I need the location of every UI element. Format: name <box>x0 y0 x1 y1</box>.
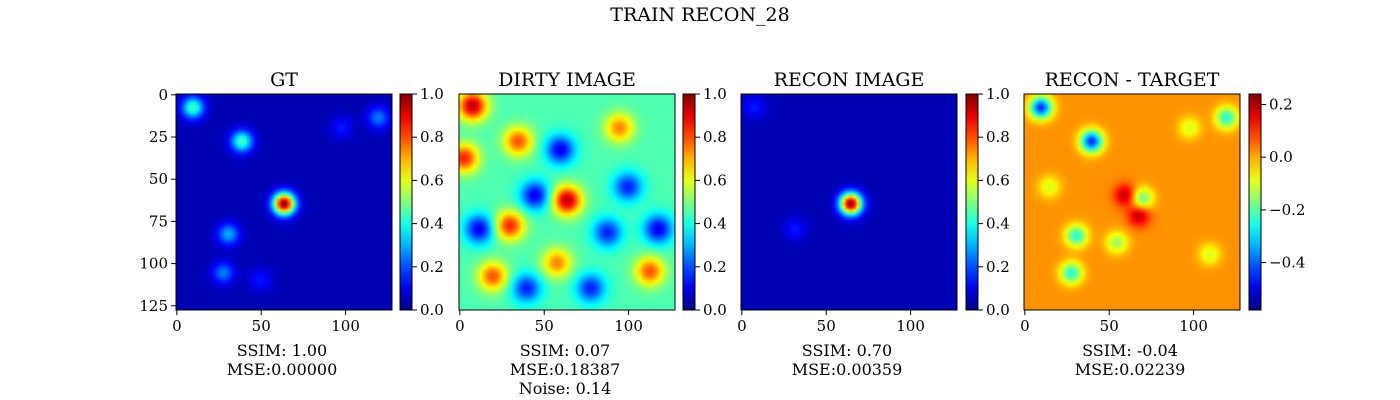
colorbar-tick-label: 0.0 <box>420 301 444 319</box>
colorbar-tick-label: 1.0 <box>986 85 1010 103</box>
heatmap-image <box>1024 94 1240 310</box>
colorbar <box>1248 93 1262 311</box>
colorbar <box>682 93 696 311</box>
y-tick-label: 0 <box>158 86 168 104</box>
plot-frame <box>175 93 393 311</box>
plot-frame <box>740 93 958 311</box>
colorbar <box>399 93 413 311</box>
y-tick-label: 100 <box>139 255 168 273</box>
x-tick-label: 100 <box>614 317 643 335</box>
colorbar-tick-label: 0.4 <box>986 215 1010 233</box>
y-tick-label: 75 <box>149 212 168 230</box>
colorbar-tick-label: 0.0 <box>703 301 727 319</box>
metric-caption-line: SSIM: -0.04 <box>1082 341 1178 360</box>
panel-4: RECON - TARGET 0 50 100 0.2 0.0 −0.2 −0.4 SSIM: … <box>1020 69 1305 379</box>
metric-caption-line: MSE:0.00000 <box>227 360 338 379</box>
colorbar-tick-label: 0.2 <box>1269 96 1293 114</box>
metric-caption-line: MSE:0.18387 <box>510 360 621 379</box>
colorbar <box>965 93 979 311</box>
panel-2: DIRTY IMAGE 0 50 100 0.0 0.2 0.4 0.6 0.8 1.0 SSIM:… <box>455 69 727 398</box>
colorbar-tick-label: 0.6 <box>420 171 444 189</box>
x-tick-label: 100 <box>331 317 360 335</box>
colorbar-tick-label: 1.0 <box>703 85 727 103</box>
y-tick-label: 125 <box>139 297 168 315</box>
x-tick-label: 100 <box>1179 317 1208 335</box>
colorbar-tick-label: 0.6 <box>986 171 1010 189</box>
colorbar-tick-label: 0.0 <box>1269 148 1293 166</box>
heatmap-image <box>459 94 675 310</box>
colorbar-tick-label: 1.0 <box>420 85 444 103</box>
x-tick-label: 50 <box>252 317 271 335</box>
x-tick-label: 50 <box>1100 317 1119 335</box>
y-tick-label: 50 <box>149 170 168 188</box>
metric-caption-line: SSIM: 0.70 <box>802 341 892 360</box>
figure-suptitle: TRAIN RECON_28 <box>610 4 790 26</box>
x-tick-label: 0 <box>1020 317 1030 335</box>
colorbar-tick-label: −0.2 <box>1269 201 1305 219</box>
heatmap-image <box>741 94 957 310</box>
colorbar-tick-label: 0.8 <box>420 128 444 146</box>
panel-title: GT <box>270 69 298 91</box>
colorbar-tick-label: −0.4 <box>1269 254 1305 272</box>
metric-caption-line: MSE:0.02239 <box>1075 360 1186 379</box>
colorbar-tick-label: 0.2 <box>420 258 444 276</box>
plot-frame <box>1023 93 1241 311</box>
colorbar-tick-label: 0.2 <box>986 258 1010 276</box>
colorbar-tick-label: 0.0 <box>986 301 1010 319</box>
heatmap-image <box>176 94 392 310</box>
colorbar-tick-label: 0.2 <box>703 258 727 276</box>
metric-caption-line: SSIM: 1.00 <box>237 341 327 360</box>
panel-1: GT 0 50 100 0 25 50 75 100 125 0.0 0.2 0.4 0.6 0.8 1.0 S… <box>139 69 444 379</box>
panel-3: RECON IMAGE 0 50 100 0.0 0.2 0.4 0.6 0.8 1.0 SSIM:… <box>737 69 1010 379</box>
metric-caption-line: Noise: 0.14 <box>519 379 612 398</box>
panel-title: DIRTY IMAGE <box>498 69 636 91</box>
x-tick-label: 0 <box>737 317 747 335</box>
x-tick-label: 50 <box>817 317 836 335</box>
x-tick-label: 0 <box>172 317 182 335</box>
colorbar-tick-label: 0.8 <box>986 128 1010 146</box>
colorbar-tick-label: 0.4 <box>420 215 444 233</box>
y-tick-label: 25 <box>149 128 168 146</box>
plot-frame <box>458 93 676 311</box>
x-tick-label: 50 <box>535 317 554 335</box>
metric-caption-line: SSIM: 0.07 <box>520 341 610 360</box>
x-tick-label: 100 <box>896 317 925 335</box>
panel-title: RECON - TARGET <box>1045 69 1220 91</box>
metric-caption-line: MSE:0.00359 <box>792 360 903 379</box>
colorbar-tick-label: 0.8 <box>703 128 727 146</box>
panel-title: RECON IMAGE <box>774 69 925 91</box>
x-tick-label: 0 <box>455 317 465 335</box>
colorbar-tick-label: 0.6 <box>703 171 727 189</box>
colorbar-tick-label: 0.4 <box>703 215 727 233</box>
